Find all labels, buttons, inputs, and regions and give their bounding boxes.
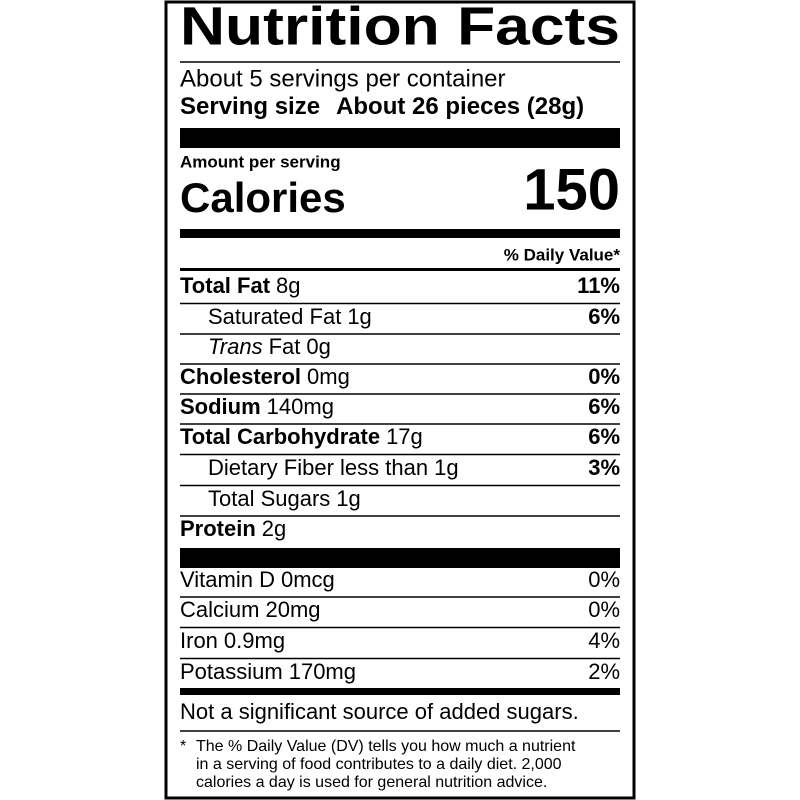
nutrient-dv: 11% — [577, 273, 620, 298]
nutrient-amount: 17g — [386, 424, 423, 449]
vitamin-dv: 4% — [588, 628, 620, 653]
serving-size: Serving size About 26 pieces (28g) — [180, 93, 584, 120]
nutrient-dv: 0% — [588, 364, 620, 389]
rule — [180, 268, 620, 271]
nutrient-name: Cholesterol — [180, 364, 301, 389]
nutrient-amount: 0mg — [307, 364, 350, 389]
nutrient-row: Trans Fat 0g — [208, 334, 331, 359]
nutrient-name: Total Carbohydrate — [180, 424, 380, 449]
vitamin-name: Iron — [180, 628, 218, 653]
vitamin-row: Potassium 170mg — [180, 659, 356, 684]
footnote-line: in a serving of food contributes to a da… — [196, 756, 562, 773]
nutrient-amount: 2g — [262, 516, 286, 541]
nutrient-dv: 3% — [588, 455, 620, 480]
footnote-line: calories a day is used for general nutri… — [196, 774, 547, 791]
nutrient-row: Dietary Fiber less than 1g — [208, 455, 459, 480]
nutrient-name-italic: Trans — [208, 334, 263, 359]
nutrient-name: Total Fat — [180, 273, 271, 298]
footnote-line: The % Daily Value (DV) tells you how muc… — [196, 738, 576, 755]
serving-size-value: About 26 pieces (28g) — [336, 93, 584, 120]
footnote-marker: * — [180, 738, 186, 755]
nutrient-amount: 0g — [306, 334, 330, 359]
vitamin-amount: 170mg — [289, 659, 356, 684]
nutrient-name: Protein — [180, 516, 256, 541]
vitamin-row: Iron 0.9mg — [180, 628, 285, 653]
calories-value: 150 — [523, 157, 620, 222]
nutrient-row: Saturated Fat 1g — [208, 304, 372, 329]
medium-bar — [180, 688, 620, 695]
nutrient-dv: 6% — [588, 394, 620, 419]
vitamin-dv: 2% — [588, 659, 620, 684]
nutrient-amount: 1g — [347, 304, 371, 329]
vitamin-name: Calcium — [180, 597, 259, 622]
vitamin-name: Vitamin D — [180, 567, 275, 592]
vitamin-row: Vitamin D 0mcg — [180, 567, 335, 592]
nutrient-name: Total Sugars — [208, 486, 330, 511]
thick-bar — [180, 128, 620, 148]
border — [164, 0, 636, 800]
nutrient-row: Sodium 140mg — [180, 394, 334, 419]
serving-size-label: Serving size — [180, 93, 320, 120]
thick-bar — [180, 548, 620, 568]
amount-per-serving: Amount per serving — [180, 152, 341, 171]
servings: About 5 servings per container — [180, 65, 506, 92]
nutrient-row: Protein 2g — [180, 516, 286, 541]
nutrient-row: Cholesterol 0mg — [180, 364, 350, 389]
vitamin-dv: 0% — [588, 597, 620, 622]
nutrient-amount: 1g — [434, 455, 458, 480]
nutrient-name: Sodium — [180, 394, 261, 419]
nutrient-row: Total Carbohydrate 17g — [180, 424, 423, 449]
title: Nutrition Facts — [180, 0, 620, 56]
nutrient-amount: 8g — [276, 273, 300, 298]
vitamin-amount: 0mcg — [281, 567, 335, 592]
nutrient-name: Saturated Fat — [208, 304, 341, 329]
nutrient-dv: 6% — [588, 424, 620, 449]
nutrient-amount: 1g — [336, 486, 360, 511]
vitamin-amount: 0.9mg — [224, 628, 285, 653]
nutrient-row: Total Sugars 1g — [208, 486, 361, 511]
vitamin-dv: 0% — [588, 567, 620, 592]
medium-bar — [180, 229, 620, 238]
vitamin-name: Potassium — [180, 659, 283, 684]
vitamin-row: Calcium 20mg — [180, 597, 321, 622]
vitamin-amount: 20mg — [265, 597, 320, 622]
daily-value-header: % Daily Value* — [504, 245, 621, 264]
nutrient-dv: 6% — [588, 304, 620, 329]
added-sugars-note: Not a significant source of added sugars… — [180, 699, 579, 724]
nutrient-name: Fat — [269, 334, 301, 359]
nutrient-amount: 140mg — [267, 394, 334, 419]
nutrient-name: Dietary Fiber less than — [208, 455, 428, 480]
nutrient-row: Total Fat 8g — [180, 273, 301, 298]
calories-label: Calories — [180, 174, 346, 221]
